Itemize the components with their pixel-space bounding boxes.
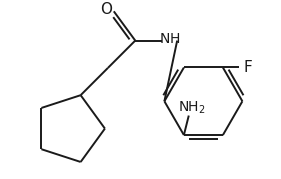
Text: F: F — [244, 60, 253, 75]
Text: O: O — [100, 2, 112, 17]
Text: N: N — [160, 32, 170, 46]
Text: H: H — [169, 32, 180, 46]
Text: NH$_2$: NH$_2$ — [178, 100, 205, 116]
